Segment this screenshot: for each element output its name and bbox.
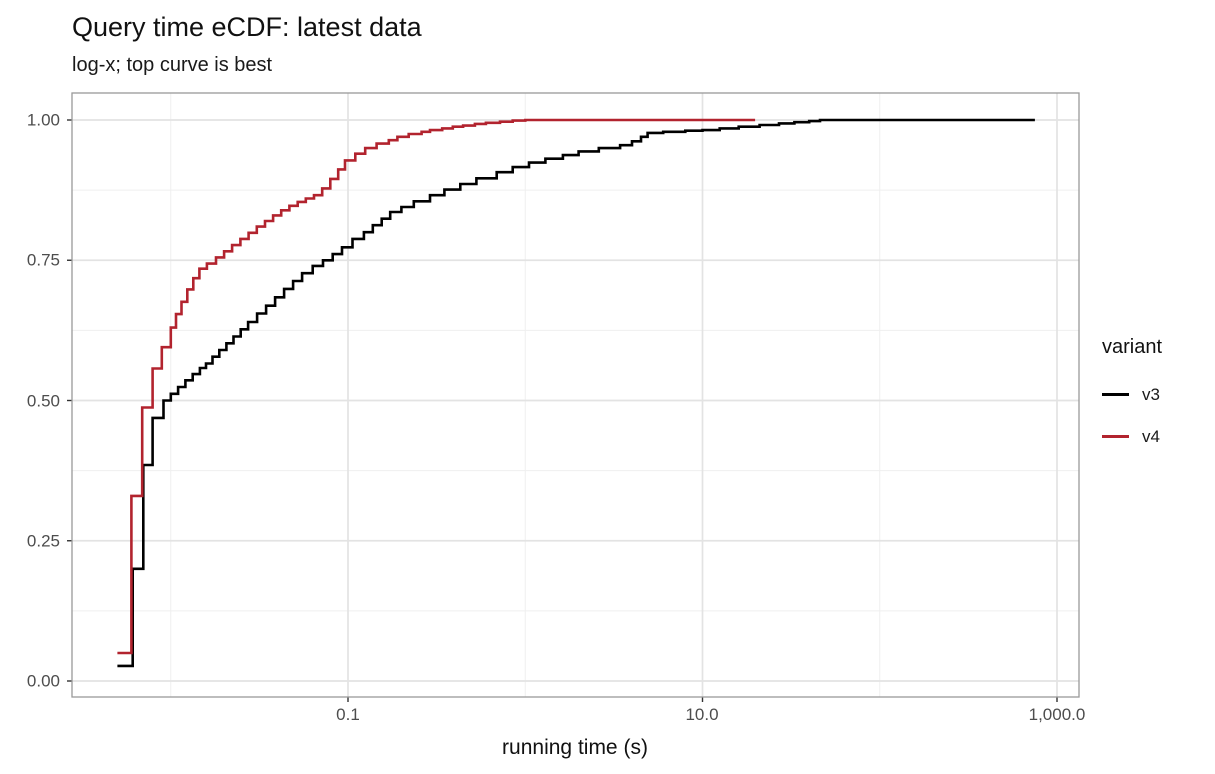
legend-title: variant	[1102, 336, 1163, 358]
panel-background	[72, 93, 1079, 697]
chart-subtitle: log-x; top curve is best	[72, 54, 273, 76]
ecdf-curve-v4	[117, 118, 756, 655]
y-axis-tick-label: 0.25	[26, 531, 60, 551]
chart-title: Query time eCDF: latest data	[72, 12, 422, 42]
x-axis-title: running time (s)	[502, 736, 648, 759]
x-axis-tick-label: 1,000.0	[1028, 705, 1086, 724]
legend: variant v3 v4	[1102, 336, 1162, 469]
legend-item-v4: v4	[1102, 427, 1162, 445]
ecdf-curves	[117, 118, 1035, 668]
axis-tick-marks	[67, 119, 1058, 702]
y-axis-tick-label: 1.00	[26, 110, 60, 130]
legend-item-v3: v3	[1102, 385, 1162, 403]
y-axis-tick-label: 0.00	[26, 671, 60, 691]
panel-border	[71, 92, 1080, 698]
x-axis-tick-label: 0.1	[336, 705, 360, 724]
legend-line-swatch-v3	[1102, 392, 1129, 396]
gridlines-major	[72, 93, 1079, 697]
y-axis-tick-label: 0.75	[26, 250, 60, 270]
y-axis-tick-label: 0.50	[26, 391, 60, 411]
legend-line-swatch-v4	[1102, 434, 1129, 438]
ecdf-curve-v3	[117, 118, 1035, 668]
x-axis-tick-label: 10.0	[685, 705, 719, 724]
legend-label-v4: v4	[1142, 426, 1160, 446]
legend-label-v3: v3	[1142, 384, 1160, 404]
